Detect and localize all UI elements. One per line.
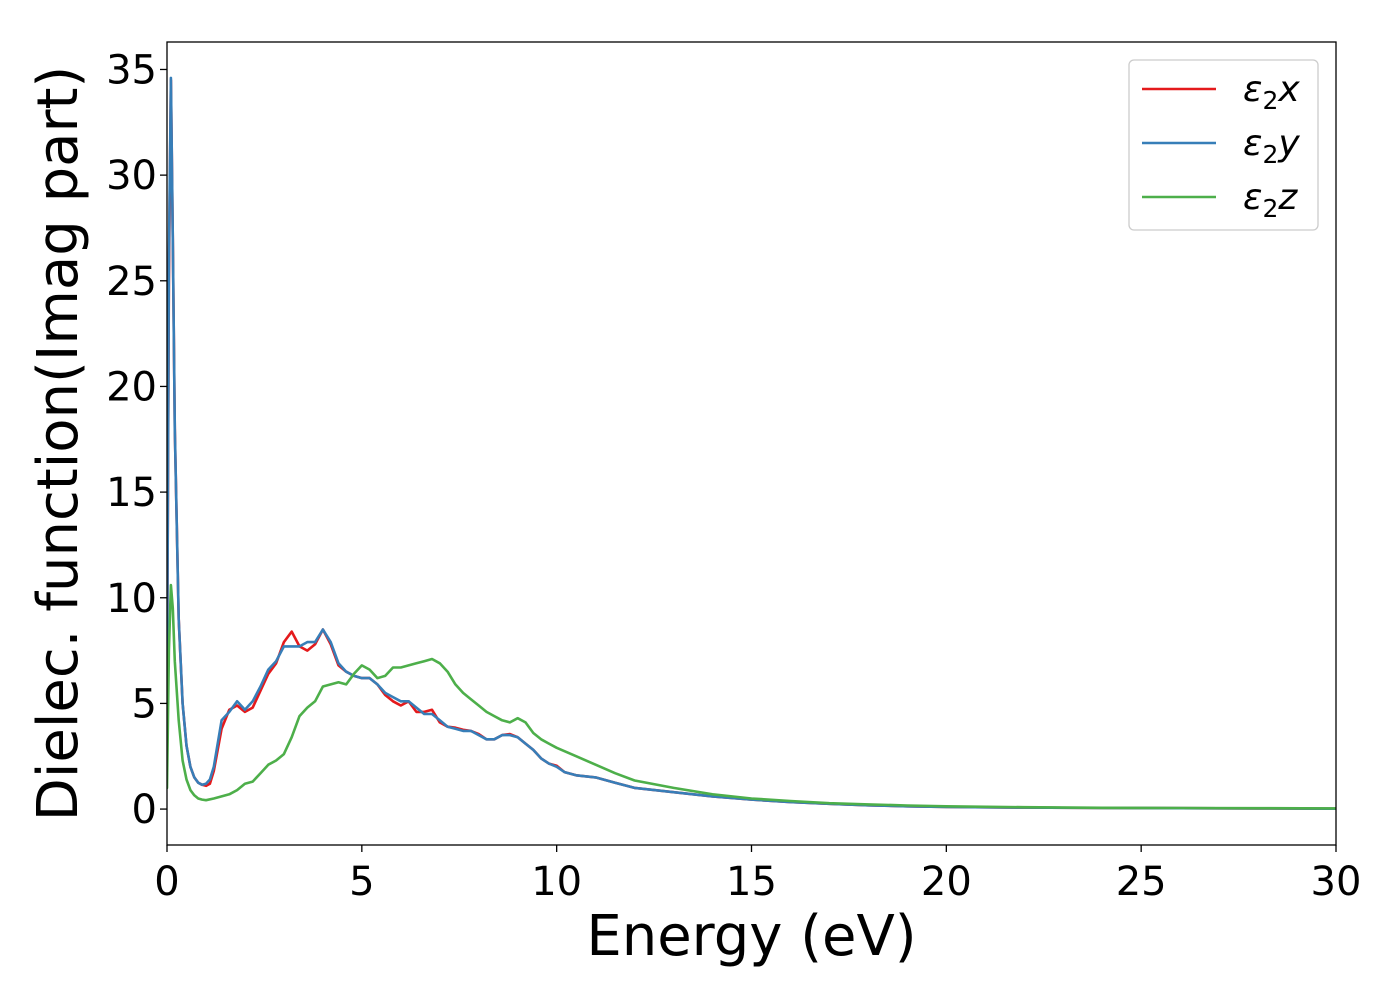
series-line-z <box>167 583 1336 810</box>
legend-box <box>1128 59 1319 231</box>
y-tick-label: 0 <box>132 787 157 833</box>
legend-label-base: ε <box>1243 177 1262 218</box>
x-axis-title: Energy (eV) <box>586 904 916 969</box>
series-layer <box>167 76 1336 811</box>
legend-label-subscript: 2 <box>1262 194 1278 223</box>
legend-label-base: ε <box>1243 123 1262 164</box>
y-tick-label: 5 <box>132 681 157 727</box>
legend-label-subscript: 2 <box>1262 140 1278 169</box>
series-line-y <box>167 76 1336 811</box>
x-tick-label: 10 <box>531 859 582 905</box>
legend-label: ε2x <box>1243 69 1300 115</box>
x-tick-label: 30 <box>1311 859 1362 905</box>
x-tick-label: 5 <box>349 859 374 905</box>
legend-label: ε2z <box>1243 177 1298 223</box>
legend-label-suffix: x <box>1277 69 1300 110</box>
x-axis: 0 5 10 15 20 25 30 <box>154 845 1361 905</box>
x-tick-label: 15 <box>726 859 777 905</box>
y-tick-label: 25 <box>106 259 157 305</box>
y-tick-label: 35 <box>106 47 157 93</box>
y-tick-label: 30 <box>106 153 157 199</box>
legend-label-subscript: 2 <box>1262 86 1278 115</box>
x-tick-label: 0 <box>154 859 179 905</box>
x-tick-label: 20 <box>921 859 972 905</box>
y-tick-label: 20 <box>106 364 157 410</box>
y-tick-label: 15 <box>106 470 157 516</box>
x-tick-label: 25 <box>1116 859 1167 905</box>
y-axis-title: Dielec. function(Imag part) <box>26 66 91 822</box>
y-axis: 0 5 10 15 20 25 30 35 <box>106 47 167 833</box>
y-tick-label: 10 <box>106 576 157 622</box>
legend-label-base: ε <box>1243 69 1262 110</box>
legend-label-suffix: z <box>1277 177 1298 218</box>
legend-label-suffix: y <box>1277 123 1300 164</box>
legend-label: ε2y <box>1243 123 1300 169</box>
